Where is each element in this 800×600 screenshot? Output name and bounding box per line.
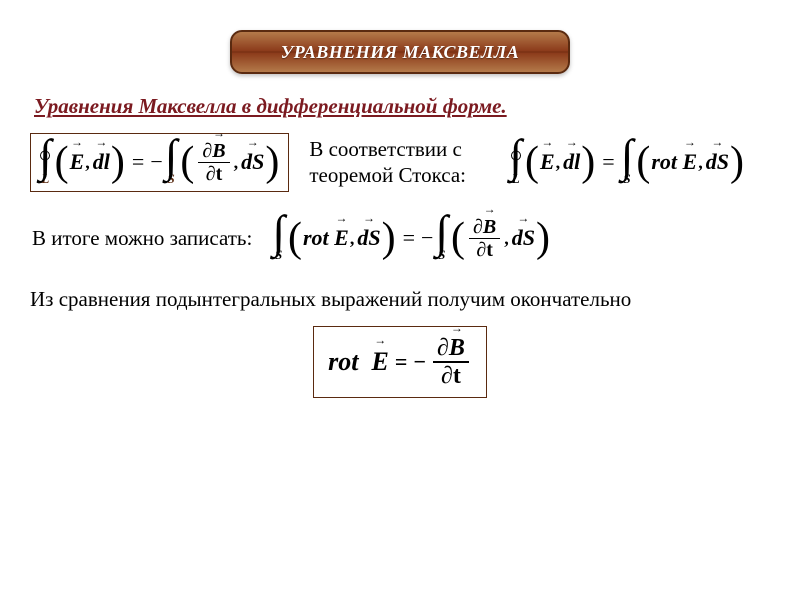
vector-E: E — [683, 149, 698, 175]
closed-integral-icon: ∫ L — [509, 138, 522, 187]
vector-B: B — [212, 141, 225, 161]
partial-symbol: ∂ — [206, 163, 216, 185]
integral-icon: ∫ S — [621, 138, 634, 187]
fraction-dBdt: ∂B ∂t — [433, 335, 469, 389]
integral-icon: ∫ S — [165, 138, 178, 187]
equation-4-box: rot E = − ∂B ∂t — [313, 326, 487, 398]
stokes-label: В соответствии с теоремой Стокса: — [309, 136, 489, 189]
vector-dl: dl — [93, 149, 110, 175]
vector-E: E — [334, 225, 349, 251]
equation-2: ∫ L ( E , dl ) = ∫ S ( rot E , dS ) — [509, 138, 745, 187]
rot-operator: rot — [651, 149, 677, 175]
itogo-label: В итоге можно записать: — [32, 225, 252, 251]
equation-4: rot E = − ∂B ∂t — [328, 335, 472, 389]
equation-1-box: ∫ L ( E , dl ) = − ∫ S ( ∂B ∂t , dS ) — [30, 133, 289, 192]
rot-operator: rot — [328, 347, 358, 377]
partial-symbol: ∂ — [473, 216, 483, 238]
row-2: В итоге можно записать: ∫ S ( rot E , dS… — [32, 214, 770, 263]
row-1: ∫ L ( E , dl ) = − ∫ S ( ∂B ∂t , dS ) В — [30, 133, 770, 192]
vector-dS: dS — [512, 225, 535, 251]
vector-E: E — [70, 149, 85, 175]
conclusion-text: Из сравнения подынтегральных выражений п… — [30, 287, 770, 312]
partial-symbol: ∂ — [202, 140, 212, 162]
fraction-dBdt: ∂B ∂t — [198, 140, 229, 185]
vector-B: B — [449, 336, 465, 360]
subtitle: Уравнения Максвелла в дифференциальной ф… — [34, 94, 770, 119]
vector-dl: dl — [563, 149, 580, 175]
partial-symbol: ∂ — [476, 239, 486, 261]
vector-dS: dS — [357, 225, 380, 251]
rot-operator: rot — [303, 225, 329, 251]
title-text: УРАВНЕНИЯ МАКСВЕЛЛА — [281, 42, 519, 63]
partial-symbol: ∂ — [441, 363, 453, 389]
var-t: t — [216, 163, 223, 185]
vector-E: E — [540, 149, 555, 175]
vector-B: B — [483, 217, 496, 237]
vector-E: E — [372, 347, 389, 377]
integral-icon: ∫ S — [272, 214, 285, 263]
var-t: t — [486, 239, 493, 261]
equation-1: ∫ L ( E , dl ) = − ∫ S ( ∂B ∂t , dS ) — [39, 138, 280, 187]
vector-dS: dS — [241, 149, 264, 175]
equation-3: ∫ S ( rot E , dS ) = − ∫ S ( ∂B ∂t , dS … — [272, 214, 551, 263]
final-equation-wrap: rot E = − ∂B ∂t — [30, 326, 770, 398]
partial-symbol: ∂ — [437, 335, 449, 361]
vector-dS: dS — [706, 149, 729, 175]
integral-icon: ∫ S — [435, 214, 448, 263]
closed-integral-icon: ∫ L — [39, 138, 52, 187]
var-t: t — [453, 363, 461, 389]
fraction-dBdt: ∂B ∂t — [469, 216, 500, 261]
title-badge: УРАВНЕНИЯ МАКСВЕЛЛА — [230, 30, 570, 74]
